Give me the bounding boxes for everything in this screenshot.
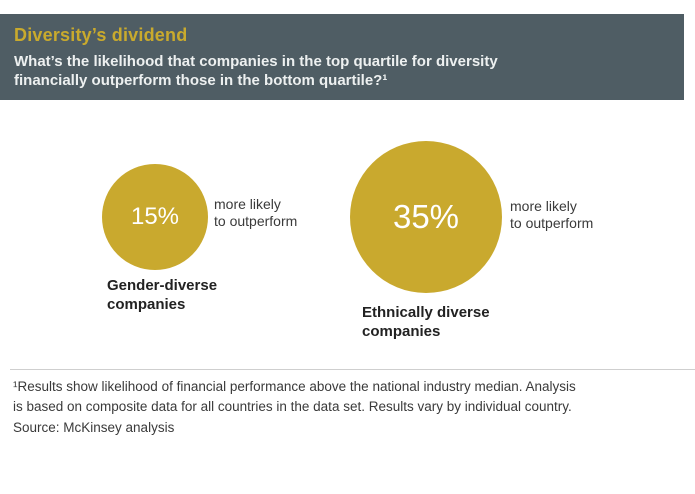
ethnically-diverse-circle: 35% — [350, 141, 502, 293]
page-subtitle-line2: financially outperform those in the bott… — [14, 72, 388, 89]
gender-diverse-value: 15% — [130, 203, 180, 230]
ethnically-diverse-value: 35% — [392, 198, 460, 235]
ethnically-diverse-label-line1: Ethnically diverse — [362, 304, 490, 321]
footnote-line1: ¹Results show likelihood of financial pe… — [13, 379, 576, 394]
ethnically-diverse-note-line2: to outperform — [510, 215, 594, 231]
footnote-line2: is based on composite data for all count… — [13, 399, 572, 414]
page-subtitle: What’s the likelihood that companies in … — [14, 52, 670, 90]
ethnically-diverse-note: more likely to outperform — [510, 198, 593, 232]
gender-diverse-note-line2: to outperform — [214, 213, 298, 229]
ethnically-diverse-label-line2: companies — [362, 323, 441, 340]
gender-diverse-label: Gender-diverse companies — [107, 276, 217, 314]
source-note: Source: McKinsey analysis — [13, 420, 175, 435]
divider — [10, 369, 695, 370]
header-band: Diversity’s dividend What’s the likeliho… — [0, 14, 684, 100]
ethnically-diverse-note-line1: more likely — [510, 198, 577, 214]
gender-diverse-label-line1: Gender-diverse — [107, 277, 218, 294]
footnote: ¹Results show likelihood of financial pe… — [13, 377, 681, 417]
gender-diverse-label-line2: companies — [107, 296, 186, 313]
gender-diverse-circle: 15% — [102, 164, 208, 270]
ethnically-diverse-label: Ethnically diverse companies — [362, 303, 490, 341]
page-title: Diversity’s dividend — [14, 25, 188, 45]
gender-diverse-note: more likely to outperform — [214, 196, 297, 230]
gender-diverse-note-line1: more likely — [214, 196, 281, 212]
page-subtitle-line1: What’s the likelihood that companies in … — [14, 53, 498, 70]
